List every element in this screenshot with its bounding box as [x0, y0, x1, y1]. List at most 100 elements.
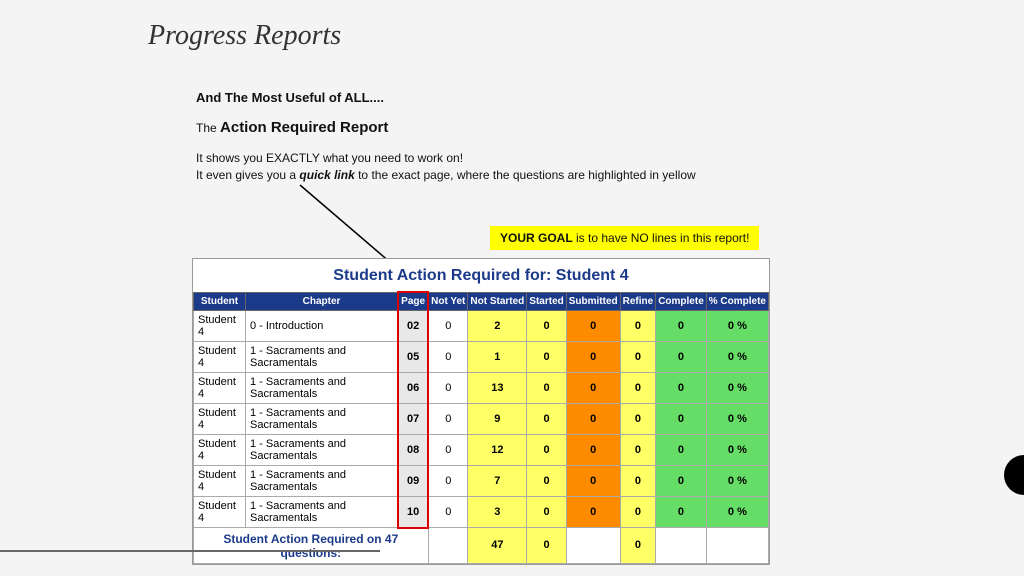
nav-next-dot[interactable]	[1004, 455, 1024, 495]
heading-action-required: The Action Required Report	[196, 119, 796, 136]
cell-submitted: 0	[566, 404, 620, 435]
cell-page-link[interactable]: 06	[398, 373, 428, 404]
cell-pct: 0 %	[706, 466, 768, 497]
cell-complete: 0	[656, 404, 707, 435]
cell-submitted: 0	[566, 311, 620, 342]
heading2-big: Action Required Report	[220, 119, 388, 136]
report-table: Student Chapter Page Not Yet Not Started…	[193, 291, 769, 564]
cell-page-link[interactable]: 08	[398, 435, 428, 466]
cell-notyet: 0	[428, 342, 468, 373]
col-notyet: Not Yet	[428, 292, 468, 311]
summary-blank2	[566, 528, 620, 564]
heading2-pre: The	[196, 121, 220, 135]
cell-notyet: 0	[428, 466, 468, 497]
cell-notyet: 0	[428, 404, 468, 435]
cell-complete: 0	[656, 435, 707, 466]
cell-submitted: 0	[566, 466, 620, 497]
col-started: Started	[527, 292, 566, 311]
cell-student: Student 4	[194, 404, 246, 435]
cell-student: Student 4	[194, 373, 246, 404]
desc-line-1: It shows you EXACTLY what you need to wo…	[196, 150, 796, 167]
cell-chapter: 1 - Sacraments and Sacramentals	[245, 435, 398, 466]
cell-student: Student 4	[194, 497, 246, 528]
goal-rest: is to have NO lines in this report!	[573, 231, 750, 245]
table-row: Student 41 - Sacraments and Sacramentals…	[194, 342, 769, 373]
desc2a: It even gives you a	[196, 168, 299, 182]
table-row: Student 41 - Sacraments and Sacramentals…	[194, 373, 769, 404]
cell-pct: 0 %	[706, 404, 768, 435]
summary-notstarted: 47	[468, 528, 527, 564]
desc2c: to the exact page, where the questions a…	[355, 168, 696, 182]
cell-notstarted: 9	[468, 404, 527, 435]
cell-refine: 0	[620, 404, 656, 435]
cell-page-link[interactable]: 10	[398, 497, 428, 528]
cell-pct: 0 %	[706, 497, 768, 528]
summary-started: 0	[527, 528, 566, 564]
cell-student: Student 4	[194, 435, 246, 466]
col-submitted: Submitted	[566, 292, 620, 311]
cell-complete: 0	[656, 497, 707, 528]
cell-started: 0	[527, 373, 566, 404]
cell-refine: 0	[620, 497, 656, 528]
cell-pct: 0 %	[706, 435, 768, 466]
cell-notstarted: 7	[468, 466, 527, 497]
cell-complete: 0	[656, 311, 707, 342]
cell-notyet: 0	[428, 435, 468, 466]
cell-started: 0	[527, 311, 566, 342]
cell-page-link[interactable]: 07	[398, 404, 428, 435]
cell-student: Student 4	[194, 311, 246, 342]
cell-started: 0	[527, 435, 566, 466]
col-refine: Refine	[620, 292, 656, 311]
cell-chapter: 1 - Sacraments and Sacramentals	[245, 342, 398, 373]
col-notstarted: Not Started	[468, 292, 527, 311]
cell-notstarted: 2	[468, 311, 527, 342]
report-box: Student Action Required for: Student 4 S…	[192, 258, 770, 565]
summary-refine: 0	[620, 528, 656, 564]
cell-page-link[interactable]: 05	[398, 342, 428, 373]
report-title: Student Action Required for: Student 4	[193, 259, 769, 291]
cell-student: Student 4	[194, 466, 246, 497]
cell-notstarted: 3	[468, 497, 527, 528]
cell-page-link[interactable]: 09	[398, 466, 428, 497]
page-title: Progress Reports	[148, 20, 341, 52]
cell-started: 0	[527, 342, 566, 373]
quick-link-text: quick link	[299, 168, 354, 182]
cell-chapter: 1 - Sacraments and Sacramentals	[245, 373, 398, 404]
summary-blank3	[656, 528, 707, 564]
cell-notyet: 0	[428, 373, 468, 404]
cell-page-link[interactable]: 02	[398, 311, 428, 342]
cell-chapter: 1 - Sacraments and Sacramentals	[245, 404, 398, 435]
cell-notstarted: 13	[468, 373, 527, 404]
cell-chapter: 1 - Sacraments and Sacramentals	[245, 497, 398, 528]
cell-complete: 0	[656, 466, 707, 497]
desc-line-2: It even gives you a quick link to the ex…	[196, 167, 796, 184]
cell-refine: 0	[620, 466, 656, 497]
cell-student: Student 4	[194, 342, 246, 373]
baseline-rule	[0, 550, 380, 552]
table-row: Student 40 - Introduction020200000 %	[194, 311, 769, 342]
col-page: Page	[398, 292, 428, 311]
cell-notstarted: 12	[468, 435, 527, 466]
cell-pct: 0 %	[706, 311, 768, 342]
col-complete: Complete	[656, 292, 707, 311]
cell-notyet: 0	[428, 311, 468, 342]
summary-blank4	[706, 528, 768, 564]
col-chapter: Chapter	[245, 292, 398, 311]
cell-chapter: 0 - Introduction	[245, 311, 398, 342]
goal-bold: YOUR GOAL	[500, 231, 573, 245]
summary-blank1	[428, 528, 468, 564]
table-row: Student 41 - Sacraments and Sacramentals…	[194, 497, 769, 528]
summary-label: Student Action Required on 47 questions:	[194, 528, 429, 564]
cell-refine: 0	[620, 373, 656, 404]
goal-highlight: YOUR GOAL is to have NO lines in this re…	[490, 226, 759, 250]
cell-pct: 0 %	[706, 373, 768, 404]
cell-started: 0	[527, 466, 566, 497]
table-header-row: Student Chapter Page Not Yet Not Started…	[194, 292, 769, 311]
cell-notyet: 0	[428, 497, 468, 528]
cell-submitted: 0	[566, 435, 620, 466]
heading-most-useful: And The Most Useful of ALL....	[196, 90, 796, 105]
cell-chapter: 1 - Sacraments and Sacramentals	[245, 466, 398, 497]
col-student: Student	[194, 292, 246, 311]
cell-started: 0	[527, 404, 566, 435]
cell-started: 0	[527, 497, 566, 528]
